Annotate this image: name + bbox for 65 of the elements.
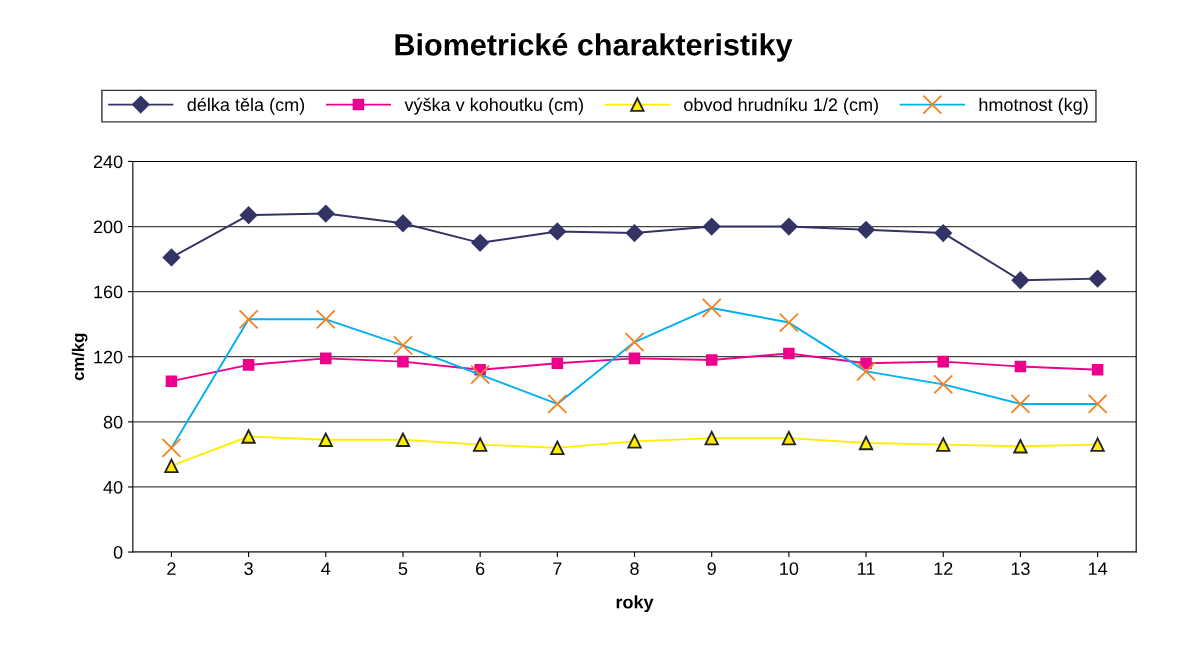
point [937,355,950,368]
y-tick-label: 160 [94,285,123,299]
y-tick-label: 40 [103,480,123,494]
y-tick-label: 80 [103,415,123,429]
point [628,352,641,365]
point [860,357,872,370]
x-tick-label: 12 [934,562,953,575]
x-tick-label: 6 [476,562,485,576]
point [858,435,874,451]
point [164,458,179,473]
point [627,434,642,449]
point [239,206,258,224]
point [704,430,719,446]
point [241,429,256,444]
point [548,222,567,241]
point [550,440,565,456]
point [472,437,488,452]
point [1091,364,1104,376]
point [1090,437,1105,452]
x-tick-label: 7 [553,562,562,575]
point [317,204,335,223]
point [702,217,721,236]
point [165,375,178,387]
point [625,224,644,242]
legend-label: délka těla (cm) [187,97,305,115]
x-tick-label: 13 [1011,562,1030,576]
y-tick-label: 120 [94,350,123,364]
point [242,359,255,371]
point [780,217,798,236]
legend-label: výška v kohoutku (cm) [404,97,583,115]
point [395,432,411,447]
point [1088,269,1107,288]
point [397,355,409,368]
x-tick-label: 9 [707,562,716,576]
x-tick-label: 10 [780,562,799,576]
y-tick-label: 240 [93,155,123,169]
point [394,214,412,233]
x-tick-label: 14 [1088,562,1108,575]
y-tick-label: 0 [113,545,123,559]
point [1014,360,1027,373]
y-axis-title: cm/kg [71,333,88,381]
point [783,347,795,360]
point [471,234,489,252]
legend-label: hmotnost (kg) [979,97,1088,115]
point [936,437,951,452]
x-axis-title: roky [616,595,654,613]
point [162,248,181,267]
x-tick-label: 2 [167,562,176,575]
point [320,352,332,365]
point [551,357,564,370]
legend-label: obvod hrudníku 1/2 (cm) [684,97,878,115]
x-tick-label: 3 [244,562,253,576]
y-tick-label: 200 [93,220,123,234]
chart-title: Biometrické charakteristiky [395,32,793,62]
x-tick-label: 11 [858,562,875,575]
point [857,221,875,239]
point [781,430,797,446]
x-tick-label: 8 [630,562,639,576]
x-tick-label: 4 [321,562,331,575]
point [934,224,952,242]
point [1013,439,1028,454]
point [1011,271,1030,290]
x-tick-label: 5 [398,562,408,576]
point [318,432,333,447]
point [705,354,718,366]
